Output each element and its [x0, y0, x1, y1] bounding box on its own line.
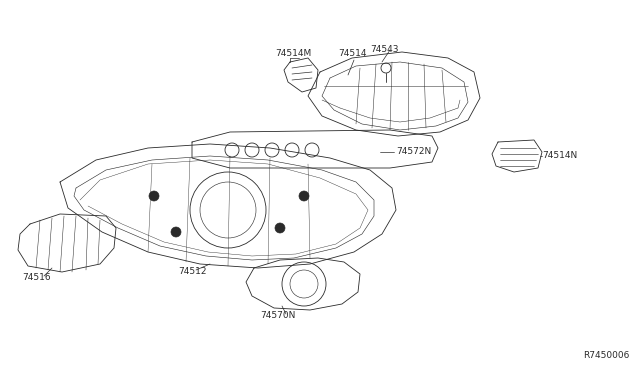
- Text: 74512: 74512: [178, 267, 207, 276]
- Text: 74572N: 74572N: [396, 148, 431, 157]
- Text: R7450006: R7450006: [584, 351, 630, 360]
- Text: 74516: 74516: [22, 273, 51, 282]
- Text: 74514: 74514: [338, 49, 367, 58]
- Circle shape: [149, 191, 159, 201]
- Text: 74543: 74543: [370, 45, 399, 55]
- Text: 74570N: 74570N: [260, 311, 296, 321]
- Circle shape: [299, 191, 309, 201]
- Text: 74514M: 74514M: [275, 49, 311, 58]
- Text: 74514N: 74514N: [542, 151, 577, 160]
- Circle shape: [171, 227, 181, 237]
- Circle shape: [275, 223, 285, 233]
